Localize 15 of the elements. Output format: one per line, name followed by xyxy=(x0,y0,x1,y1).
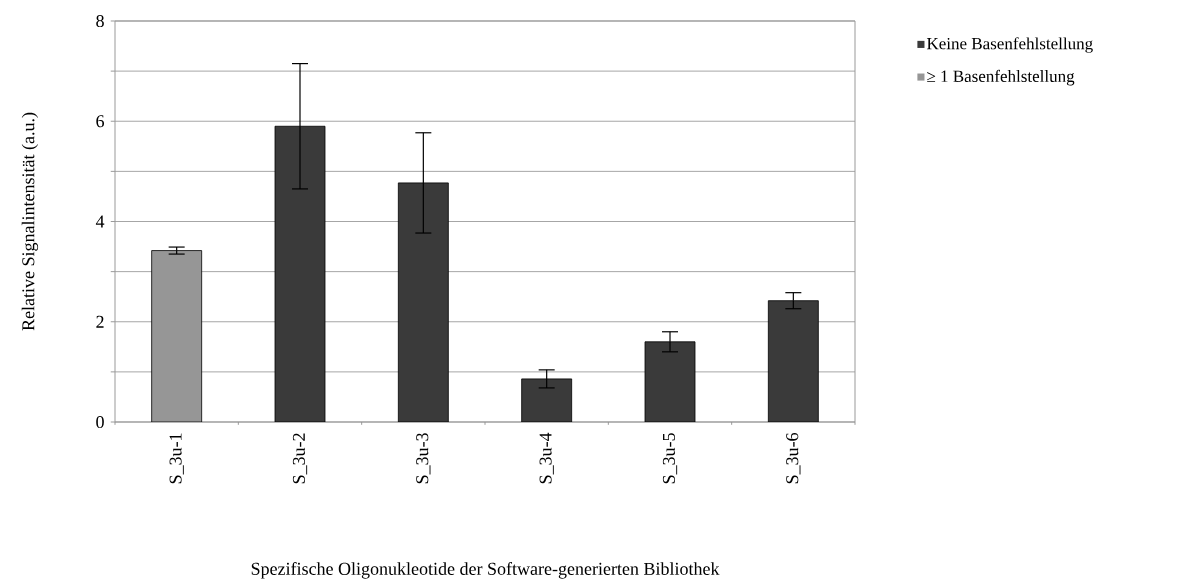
y-tick-label: 0 xyxy=(96,415,104,429)
x-tick-label: S_3u-4 xyxy=(539,432,554,484)
legend-label: Keine Basenfehlstellung xyxy=(926,37,1093,53)
x-tick-label: S_3u-2 xyxy=(292,433,308,484)
y-tick-label: 2 xyxy=(96,315,104,328)
legend-label: ≥ 1 Basenfehlstellung xyxy=(927,69,1075,86)
x-axis-title: Spezifische Oligonukleotide der Software-generierten Bibliothek xyxy=(251,562,720,579)
x-tick-label: S_3u-5 xyxy=(662,433,678,484)
y-tick-label: 4 xyxy=(95,215,105,228)
x-tick-label: S_3u-1 xyxy=(169,433,184,484)
y-tick-label: 6 xyxy=(96,115,105,128)
y-axis-title: Relative Signalintensität (a.u.) xyxy=(21,112,39,331)
x-tick-label: S_3u-6 xyxy=(786,432,801,484)
x-tick-label: S_3u-3 xyxy=(416,433,431,484)
y-tick-label: 8 xyxy=(96,14,104,28)
